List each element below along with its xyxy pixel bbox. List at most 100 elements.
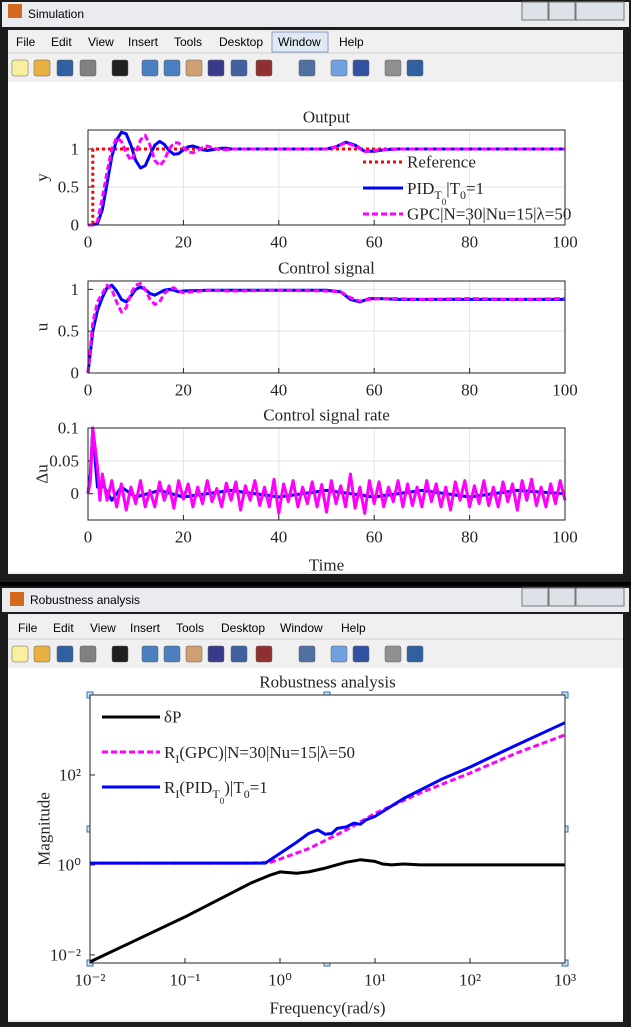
y-tick-label: 0 [71, 216, 80, 235]
series-line [86, 283, 565, 374]
menu-item[interactable]: Edit [53, 621, 74, 635]
toolbar-icon[interactable] [33, 59, 51, 77]
series-line [90, 721, 566, 865]
menu-item[interactable]: View [90, 621, 116, 635]
menu-item[interactable]: Help [341, 621, 366, 635]
toolbar-icon[interactable] [255, 59, 273, 77]
menu-item[interactable]: Insert [128, 35, 159, 49]
legend-label: RI(GPC)|N=30|Nu=15|λ=50 [164, 743, 355, 767]
menu-item[interactable]: File [16, 35, 36, 49]
legend-label: PIDT0|T0=1 [407, 179, 484, 208]
series-line [86, 426, 566, 502]
y-tick-label: 0 [71, 364, 80, 383]
y-tick-label: 10⁻² [50, 945, 81, 964]
toolbar-icon[interactable] [230, 59, 248, 77]
x-tick-label: 60 [366, 381, 383, 400]
x-tick-label: 20 [175, 528, 192, 547]
toolbar-icon[interactable] [207, 645, 225, 663]
y-axis-label: u [33, 322, 52, 331]
menu-item[interactable]: Help [339, 35, 364, 49]
menu-item[interactable]: Window [278, 35, 321, 49]
x-tick-label: 0 [84, 381, 93, 400]
toolbar-icon[interactable] [141, 59, 159, 77]
legend-label: Reference [407, 153, 476, 172]
toolbar-icon[interactable] [207, 59, 225, 77]
menu-item[interactable]: View [88, 35, 114, 49]
menu-item[interactable]: Desktop [219, 35, 263, 49]
x-tick-label: 20 [175, 381, 192, 400]
toolbar-icon[interactable] [298, 645, 316, 663]
x-tick-label: 100 [552, 233, 578, 252]
app-icon [8, 4, 22, 18]
x-tick-label: 60 [366, 233, 383, 252]
axes-box [87, 280, 566, 374]
menu-item[interactable]: Tools [174, 35, 202, 49]
toolbar-icon[interactable] [352, 645, 370, 663]
toolbar-icon[interactable] [56, 59, 74, 77]
toolbar-icon[interactable] [33, 645, 51, 663]
axes-box [87, 129, 566, 226]
x-tick-label: 10³ [554, 971, 576, 990]
toolbar-icon[interactable] [11, 59, 29, 77]
chart-title: Output [303, 108, 351, 127]
toolbar-icon[interactable] [330, 645, 348, 663]
toolbar-icon[interactable] [163, 645, 181, 663]
y-tick-label: 0.05 [49, 451, 79, 470]
chart-title: Control signal [278, 259, 375, 278]
plot-area [88, 281, 565, 373]
menu-item[interactable]: Insert [130, 621, 161, 635]
x-tick-label: 10⁻¹ [169, 971, 200, 990]
toolbar-icon[interactable] [185, 59, 203, 77]
toolbar-icon[interactable] [185, 645, 203, 663]
menu-item[interactable]: Window [280, 621, 323, 635]
y-tick-label: 1 [71, 140, 80, 159]
toolbar-icon[interactable] [11, 645, 29, 663]
toolbar-icon[interactable] [230, 645, 248, 663]
x-tick-label: 100 [552, 381, 578, 400]
series-line [88, 133, 565, 227]
minimize-button[interactable] [521, 587, 549, 607]
toolbar-icon[interactable] [163, 59, 181, 77]
x-tick-label: 80 [461, 233, 478, 252]
toolbar-icon[interactable] [384, 59, 402, 77]
toolbar-icon[interactable] [79, 59, 97, 77]
toolbar-icon[interactable] [352, 59, 370, 77]
y-tick-label: 10⁰ [57, 855, 81, 874]
toolbar-icon[interactable] [111, 645, 129, 663]
axes-box [87, 427, 566, 521]
minimize-button[interactable] [521, 1, 549, 21]
toolbar-icon[interactable] [111, 59, 129, 77]
y-tick-label: 0.5 [58, 322, 79, 341]
x-tick-label: 40 [270, 528, 287, 547]
x-tick-label: 20 [175, 233, 192, 252]
x-tick-label: 60 [366, 528, 383, 547]
x-axis-label: Time [309, 556, 344, 575]
menu-item[interactable]: Desktop [221, 621, 265, 635]
close-button[interactable] [575, 1, 625, 21]
toolbar-icon[interactable] [384, 645, 402, 663]
window-title: Robustness analysis [30, 593, 140, 607]
toolbar-icon[interactable] [141, 645, 159, 663]
y-tick-label: 1 [71, 280, 80, 299]
toolbar-icon[interactable] [298, 59, 316, 77]
toolbar-icon[interactable] [330, 59, 348, 77]
toolbar-icon[interactable] [406, 59, 424, 77]
chart: 0 20 40 60 80 100 0 0.05 0.1 Control signal rate T… [33, 406, 578, 575]
close-button[interactable] [575, 587, 625, 607]
toolbar-icon[interactable] [406, 645, 424, 663]
menu-item[interactable]: File [18, 621, 38, 635]
maximize-button[interactable] [548, 587, 576, 607]
x-tick-label: 10² [459, 971, 481, 990]
toolbar-icon[interactable] [56, 645, 74, 663]
menu-item[interactable]: Tools [176, 621, 204, 635]
chart: 0 20 40 60 80 100 0 0.5 1 Control signal u [33, 259, 578, 400]
toolbar-icon[interactable] [255, 645, 273, 663]
maximize-button[interactable] [548, 1, 576, 21]
x-tick-label: 80 [461, 381, 478, 400]
x-tick-label: 100 [552, 528, 578, 547]
toolbar-icon[interactable] [79, 645, 97, 663]
menu-item[interactable]: Edit [51, 35, 72, 49]
chart-title: Control signal rate [263, 406, 390, 425]
